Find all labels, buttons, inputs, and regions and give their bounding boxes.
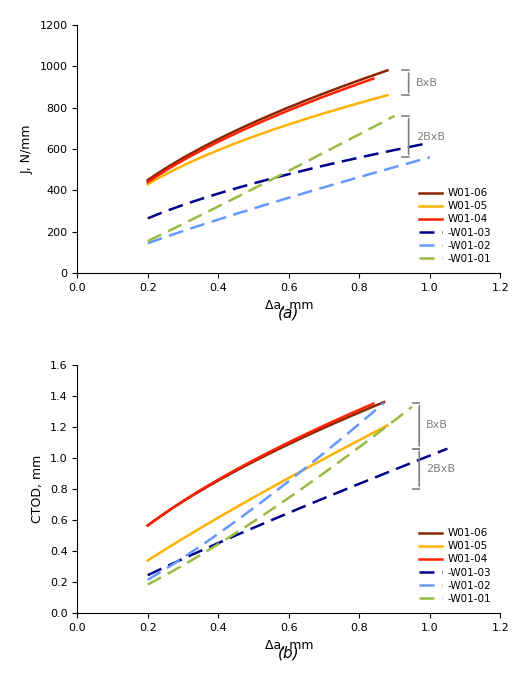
Text: 2BxB: 2BxB — [416, 132, 445, 141]
Text: (b): (b) — [278, 645, 299, 660]
Y-axis label: J, N/mm: J, N/mm — [21, 124, 34, 174]
Text: 2BxB: 2BxB — [426, 464, 455, 474]
Legend: W01-06, W01-05, W01-04, -W01-03, -W01-02, -W01-01: W01-06, W01-05, W01-04, -W01-03, -W01-02… — [415, 184, 495, 268]
X-axis label: Δa, mm: Δa, mm — [264, 639, 313, 651]
Legend: W01-06, W01-05, W01-04, -W01-03, -W01-02, -W01-01: W01-06, W01-05, W01-04, -W01-03, -W01-02… — [415, 524, 495, 608]
Text: BxB: BxB — [426, 420, 448, 430]
X-axis label: Δa, mm: Δa, mm — [264, 299, 313, 311]
Text: BxB: BxB — [416, 78, 438, 88]
Text: (a): (a) — [278, 305, 299, 320]
Y-axis label: CTOD, mm: CTOD, mm — [31, 455, 44, 523]
